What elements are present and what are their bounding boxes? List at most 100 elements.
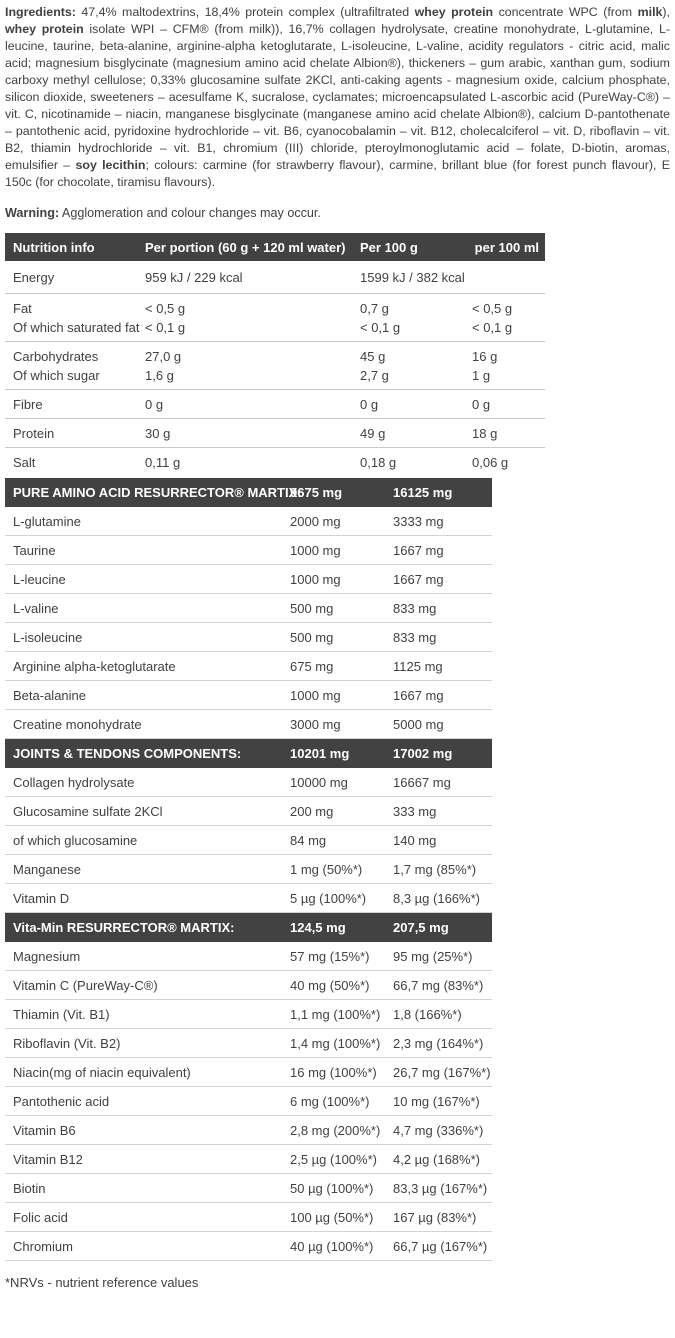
table-row: Protein 30 g 49 g 18 g <box>5 424 545 443</box>
table-row: Vitamin C (PureWay-C®) 40 mg (50%*) 66,7… <box>5 971 492 1000</box>
row-per-100g: 0 g <box>360 397 379 412</box>
row-per-100ml: 0,06 g <box>472 455 509 470</box>
row-per-100ml: 18 g <box>472 426 498 441</box>
table-row: Manganese 1 mg (50%*) 1,7 mg (85%*) <box>5 855 492 884</box>
row-per-100g: 1667 mg <box>393 687 444 703</box>
ingredients-text: concentrate WPC (from <box>493 5 638 19</box>
row-per-100ml: 1 g <box>472 368 491 383</box>
column-header-per-100g: Per 100 g <box>360 239 418 255</box>
table-row: Collagen hydrolysate 10000 mg 16667 mg <box>5 768 492 797</box>
ingredients-text: ), <box>662 5 670 19</box>
row-per-100g: 833 mg <box>393 629 437 645</box>
table-row: L-glutamine 2000 mg 3333 mg <box>5 507 492 536</box>
row-per-portion: < 0,1 g <box>145 320 186 335</box>
row-per-portion: 1000 mg <box>290 687 341 703</box>
row-per-portion: 1,1 mg (100%*) <box>290 1006 381 1022</box>
row-per-portion: 10000 mg <box>290 774 348 790</box>
row-per-portion: 100 µg (50%*) <box>290 1209 374 1225</box>
row-label: Riboflavin (Vit. B2) <box>13 1035 121 1051</box>
row-label: of which glucosamine <box>13 832 138 848</box>
row-per-portion: < 0,5 g <box>145 301 186 316</box>
warning-paragraph: Warning: Agglomeration and colour change… <box>5 204 670 222</box>
row-per-100ml: 16 g <box>472 349 498 364</box>
row-label: Thiamin (Vit. B1) <box>13 1006 110 1022</box>
row-per-100g: 0,18 g <box>360 455 397 470</box>
row-label: Magnesium <box>13 948 81 964</box>
row-per-100g: 8,3 µg (166%*) <box>393 890 480 906</box>
row-per-100g: 140 mg <box>393 832 437 848</box>
table-row: Thiamin (Vit. B1) 1,1 mg (100%*) 1,8 (16… <box>5 1000 492 1029</box>
row-label: Vitamin D <box>13 890 70 906</box>
table-row: Magnesium 57 mg (15%*) 95 mg (25%*) <box>5 942 492 971</box>
row-label: Protein <box>13 426 55 441</box>
row-label: Vitamin C (PureWay-C®) <box>13 977 158 993</box>
section-title: Vita-Min RESURRECTOR® MARTIX: <box>13 920 235 935</box>
table-row: Biotin 50 µg (100%*) 83,3 µg (167%*) <box>5 1174 492 1203</box>
ingredients-bold: whey protein <box>414 5 494 19</box>
row-per-100g: 95 mg (25%*) <box>393 948 473 964</box>
row-label: Manganese <box>13 861 81 877</box>
row-per-100g: 26,7 mg (167%*) <box>393 1064 491 1080</box>
section-per-portion: 124,5 mg <box>290 920 346 935</box>
section-header-joints: JOINTS & TENDONS COMPONENTS: 10201 mg 17… <box>5 739 492 768</box>
table-row-group: Energy 959 kJ / 229 kcal 1599 kJ / 382 k… <box>5 261 545 294</box>
row-label: Chromium <box>13 1238 73 1254</box>
row-label: L-valine <box>13 600 59 616</box>
ingredients-text: ; colours: carmine (for strawberry flavo… <box>5 158 671 189</box>
row-per-100g: 1,8 (166%*) <box>393 1006 462 1022</box>
table-row: Vitamin D 5 µg (100%*) 8,3 µg (166%*) <box>5 884 492 913</box>
row-per-100g: 45 g <box>360 349 386 364</box>
row-label: Vitamin B12 <box>13 1151 83 1167</box>
row-per-portion: 1,4 mg (100%*) <box>290 1035 381 1051</box>
section-header-vitamin: Vita-Min RESURRECTOR® MARTIX: 124,5 mg 2… <box>5 913 492 942</box>
row-per-100g: 66,7 µg (167%*) <box>393 1238 488 1254</box>
row-per-portion: 30 g <box>145 426 171 441</box>
row-per-portion: 27,0 g <box>145 349 182 364</box>
row-per-portion: 1,6 g <box>145 368 174 383</box>
table-row-group: Salt 0,11 g 0,18 g 0,06 g <box>5 448 545 478</box>
table-row: Beta-alanine 1000 mg 1667 mg <box>5 681 492 710</box>
table-row: L-leucine 1000 mg 1667 mg <box>5 565 492 594</box>
column-header-nutrition-info: Nutrition info <box>13 239 95 255</box>
table-row-group: Fat < 0,5 g 0,7 g < 0,5 g Of which satur… <box>5 294 545 342</box>
ingredients-bold: milk <box>637 5 663 19</box>
row-per-100g: 49 g <box>360 426 386 441</box>
row-per-portion: 40 mg (50%*) <box>290 977 370 993</box>
row-label: L-isoleucine <box>13 629 83 645</box>
warning-text: Agglomeration and colour changes may occ… <box>59 206 321 220</box>
ingredients-text: isolate WPI – CFM® (from milk)), 16,7% c… <box>5 22 670 172</box>
row-per-portion: 675 mg <box>290 658 334 674</box>
column-header-per-portion: Per portion (60 g + 120 ml water) <box>145 239 346 255</box>
row-label: Vitamin B6 <box>13 1122 76 1138</box>
row-per-portion: 84 mg <box>290 832 327 848</box>
row-per-portion: 1 mg (50%*) <box>290 861 363 877</box>
row-per-100ml: 0 g <box>472 397 491 412</box>
table-row: Energy 959 kJ / 229 kcal 1599 kJ / 382 k… <box>5 268 545 287</box>
table-row: Riboflavin (Vit. B2) 1,4 mg (100%*) 2,3 … <box>5 1029 492 1058</box>
row-per-portion: 16 mg (100%*) <box>290 1064 377 1080</box>
row-per-100g: < 0,1 g <box>360 320 401 335</box>
row-label: Energy <box>13 270 55 285</box>
row-label: Creatine monohydrate <box>13 716 142 732</box>
row-per-100g: 2,7 g <box>360 368 389 383</box>
row-label: Fat <box>13 301 32 316</box>
nutrition-table-header: Nutrition info Per portion (60 g + 120 m… <box>5 233 545 261</box>
row-per-100g: 83,3 µg (167%*) <box>393 1180 488 1196</box>
row-label: Of which sugar <box>13 368 100 383</box>
section-rows-joints: Collagen hydrolysate 10000 mg 16667 mg G… <box>5 768 492 913</box>
row-label: Niacin(mg of niacin equivalent) <box>13 1064 191 1080</box>
row-label: Carbohydrates <box>13 349 99 364</box>
row-label: Biotin <box>13 1180 46 1196</box>
row-per-portion: 2,5 µg (100%*) <box>290 1151 377 1167</box>
row-per-100g: 833 mg <box>393 600 437 616</box>
table-row: Glucosamine sulfate 2KCl 200 mg 333 mg <box>5 797 492 826</box>
section-per-100g: 207,5 mg <box>393 920 449 935</box>
section-per-100g: 16125 mg <box>393 485 453 500</box>
row-per-100g: 3333 mg <box>393 513 444 529</box>
section-rows-vitamin: Magnesium 57 mg (15%*) 95 mg (25%*) Vita… <box>5 942 492 1261</box>
section-per-portion: 9675 mg <box>290 485 343 500</box>
ingredients-bold: whey protein <box>5 22 84 36</box>
table-row: Pantothenic acid 6 mg (100%*) 10 mg (167… <box>5 1087 492 1116</box>
row-label: L-leucine <box>13 571 66 587</box>
row-per-100g: 167 µg (83%*) <box>393 1209 477 1225</box>
